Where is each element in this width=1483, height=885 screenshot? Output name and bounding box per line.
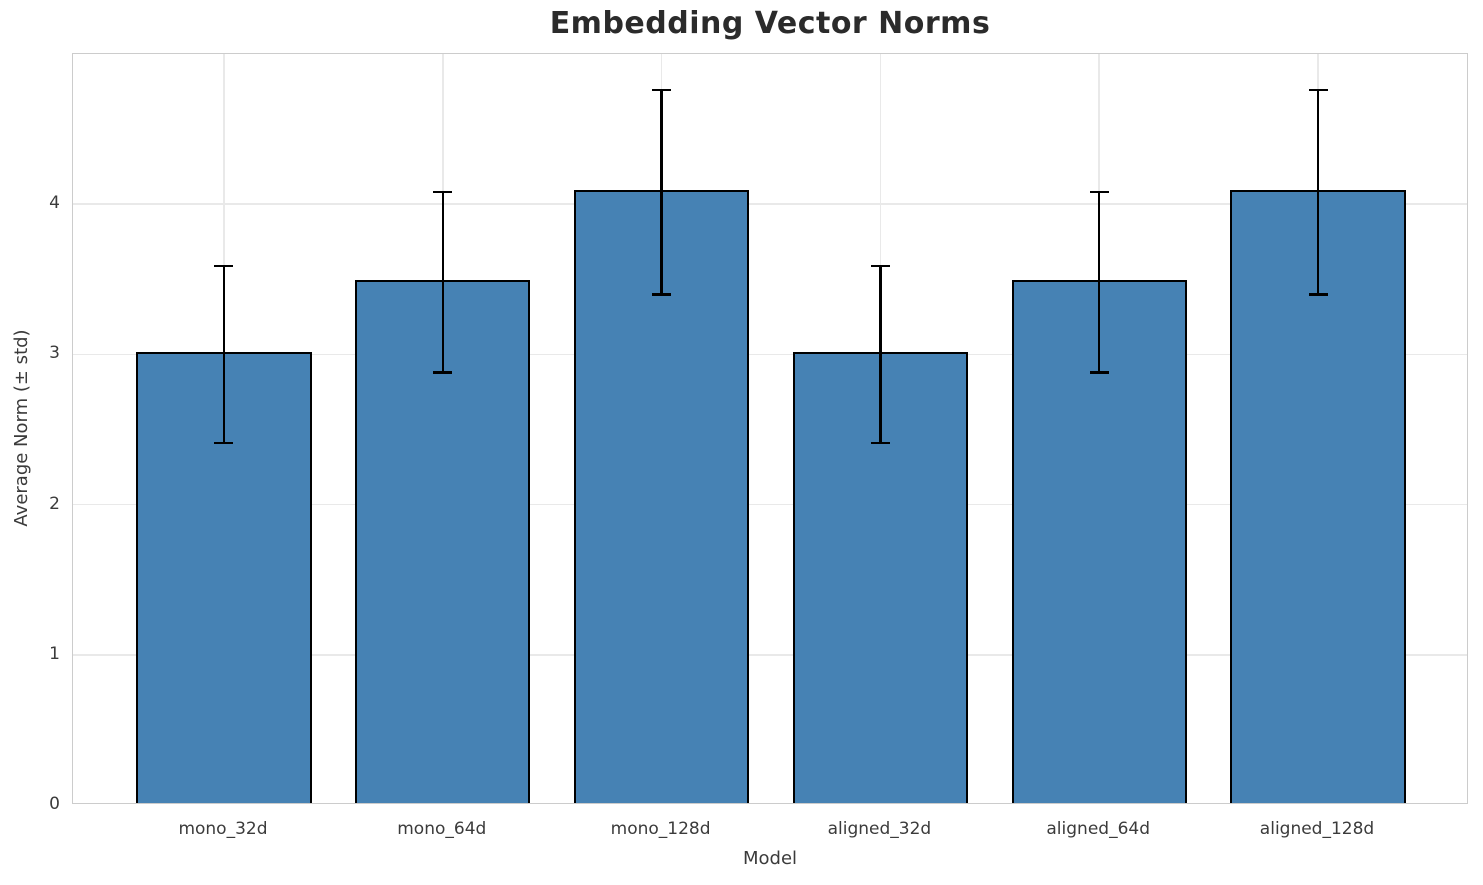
error-bar-top-cap-mono_64d [433,190,453,194]
x-axis-label: Model [742,848,798,869]
x-tick-mono_64d: mono_64d [397,819,487,839]
y-tick-2: 2 [49,493,60,514]
error-bar-stem-aligned_32d [879,265,882,444]
error-bar-stem-aligned_64d [1097,192,1101,373]
x-tick-aligned_64d: aligned_64d [1046,819,1150,839]
error-bar-bottom-cap-aligned_32d [870,441,890,445]
h-gridline-3 [73,353,1467,356]
x-tick-aligned_32d: aligned_32d [827,819,932,839]
y-axis-label: Average Norm (± std) [11,329,32,527]
error-bar-stem-mono_64d [441,192,445,373]
x-tick-aligned_128d: aligned_128d [1259,819,1375,839]
x-tick-mono_32d: mono_32d [178,819,268,839]
h-gridline-1 [73,654,1467,656]
error-bar-bottom-cap-aligned_64d [1089,371,1109,374]
error-bar-bottom-cap-aligned_128d [1308,293,1328,296]
error-bar-top-cap-mono_128d [652,88,672,92]
error-bar-bottom-cap-mono_128d [652,293,672,296]
error-bar-stem-mono_128d [660,90,663,295]
y-tick-3: 3 [49,343,60,364]
error-bar-bottom-cap-mono_64d [433,371,453,374]
error-bar-top-cap-mono_32d [214,264,234,268]
chart-title: Embedding Vector Norms [549,6,991,41]
x-tick-mono_128d: mono_128d [610,819,711,839]
error-bar-top-cap-aligned_32d [870,264,890,268]
plot-area [72,53,1468,804]
error-bar-stem-mono_32d [222,265,226,444]
error-bar-stem-aligned_128d [1316,90,1320,295]
h-gridline-2 [73,503,1467,506]
y-tick-0: 0 [49,794,60,814]
y-tick-4: 4 [49,193,60,214]
error-bar-bottom-cap-mono_32d [214,441,234,445]
error-bar-top-cap-aligned_64d [1089,190,1109,194]
h-gridline-4 [73,203,1467,205]
y-tick-1: 1 [49,643,60,664]
error-bar-top-cap-aligned_128d [1308,88,1328,92]
